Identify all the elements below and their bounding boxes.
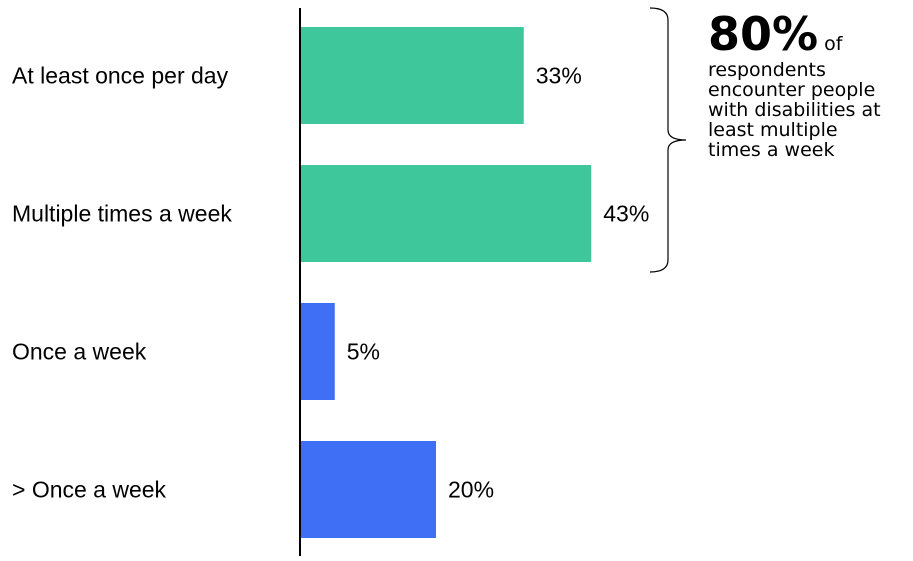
value-label-3: 5% — [347, 339, 380, 365]
bar-3 — [301, 303, 335, 400]
category-labels: At least once per day Multiple times a we… — [12, 63, 232, 503]
bars-group — [301, 27, 592, 538]
bar-1 — [301, 27, 524, 124]
callout-bracket — [649, 7, 687, 273]
category-label-1: At least once per day — [12, 63, 229, 89]
category-label-2: Multiple times a week — [12, 201, 232, 227]
callout-of: of — [824, 33, 843, 55]
category-label-3: Once a week — [12, 339, 147, 365]
bar-2 — [301, 165, 592, 262]
value-label-1: 33% — [536, 63, 582, 89]
category-label-4: > Once a week — [12, 477, 167, 503]
callout-text: respondents encounter people with disabi… — [708, 59, 881, 161]
callout-headline: 80% — [708, 7, 819, 61]
callout: 80% of respondents encounter people with … — [708, 8, 913, 160]
bar-4 — [301, 441, 436, 538]
value-labels: 33% 43% 5% 20% — [347, 63, 650, 503]
value-label-2: 43% — [603, 201, 649, 227]
value-label-4: 20% — [448, 477, 494, 503]
